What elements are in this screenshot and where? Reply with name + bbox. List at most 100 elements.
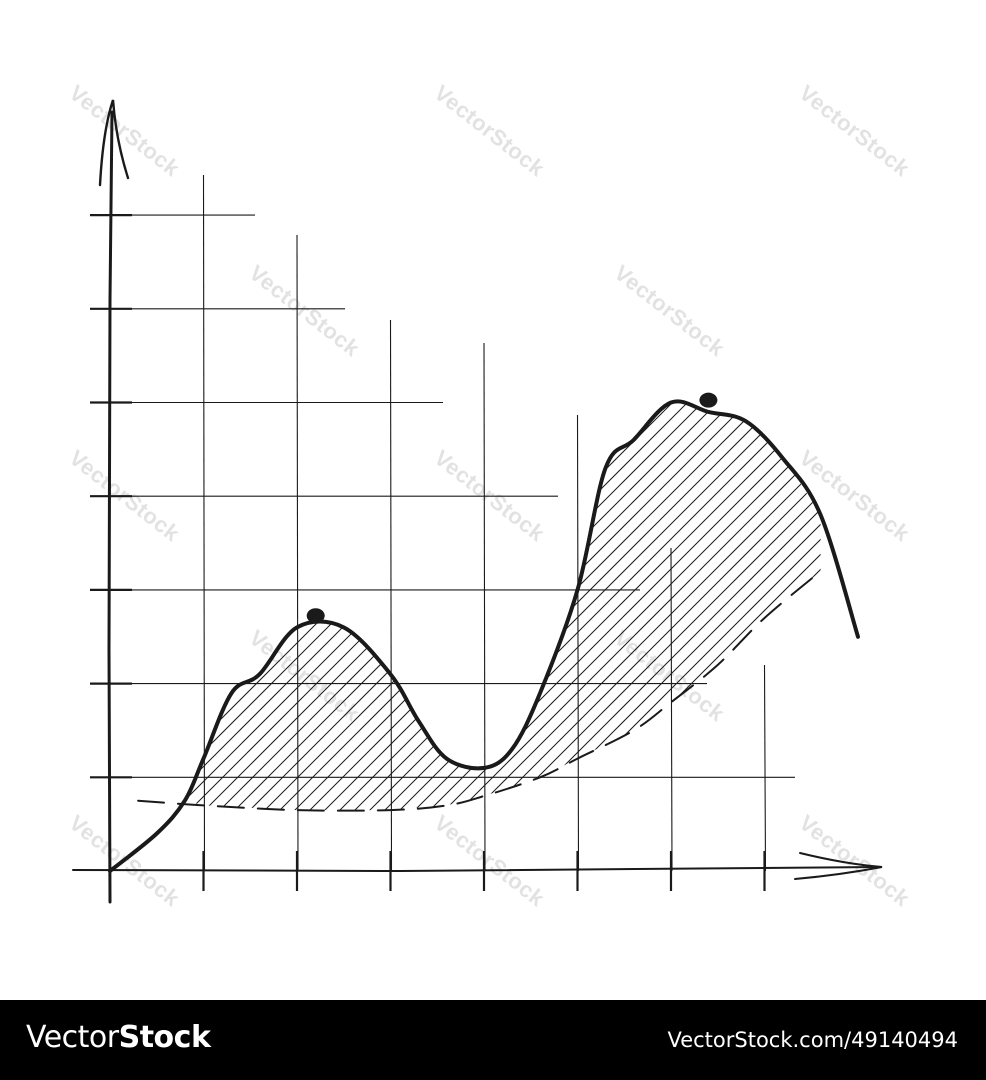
peak-marker bbox=[699, 392, 718, 408]
hatch-line bbox=[184, 401, 656, 811]
hatch-line bbox=[794, 401, 821, 811]
y-axis-line bbox=[107, 110, 114, 904]
grid-line-vertical bbox=[576, 414, 580, 872]
hatch-line bbox=[614, 401, 821, 811]
hatch-line bbox=[900, 360, 986, 880]
hatch-line bbox=[464, 401, 821, 811]
hatch-line bbox=[184, 401, 566, 811]
hatch-line bbox=[0, 360, 70, 880]
illustration-canvas: VectorStock VectorStock VectorStock VectorS… bbox=[0, 80, 986, 912]
hatch-line bbox=[404, 401, 821, 811]
hatch-line bbox=[855, 360, 986, 880]
hatch-line bbox=[0, 360, 85, 880]
hatch-line bbox=[674, 401, 821, 811]
hatch-line bbox=[0, 360, 100, 880]
series-group bbox=[108, 399, 860, 873]
hatch-line bbox=[764, 401, 821, 811]
hatch-line bbox=[840, 360, 986, 880]
hatch-line bbox=[975, 360, 986, 880]
hatch-line bbox=[0, 360, 145, 880]
y-axis-arrow bbox=[98, 99, 130, 187]
grid-line-vertical bbox=[296, 234, 299, 872]
hatch-line bbox=[269, 401, 791, 811]
hatch-line bbox=[704, 401, 821, 811]
hatch-line bbox=[184, 401, 686, 811]
hatch-line bbox=[0, 360, 160, 880]
hatch-line bbox=[184, 401, 536, 811]
hatch-line bbox=[419, 401, 821, 811]
hatch-line bbox=[184, 401, 386, 811]
hatch-line bbox=[389, 401, 821, 811]
hatch-line bbox=[825, 360, 986, 880]
hatch-line bbox=[749, 401, 821, 811]
hatch-line bbox=[184, 401, 206, 811]
grid-line-vertical bbox=[670, 547, 673, 872]
hatch-line bbox=[0, 360, 10, 880]
hatch-line bbox=[960, 360, 986, 880]
hatch-line bbox=[184, 401, 266, 811]
hatch-line bbox=[809, 401, 821, 811]
hatch-line bbox=[209, 401, 731, 811]
hatch-line bbox=[569, 401, 821, 811]
hatch-line bbox=[329, 401, 821, 811]
grid-line-vertical bbox=[389, 319, 393, 872]
hatch-line bbox=[509, 401, 821, 811]
hatch-line bbox=[184, 401, 641, 811]
hatch-line bbox=[184, 401, 611, 811]
markers-group bbox=[306, 392, 718, 624]
hatch-line bbox=[184, 401, 356, 811]
main-curve-line bbox=[108, 399, 860, 873]
hatch-line bbox=[779, 401, 821, 811]
hatch-line bbox=[870, 360, 986, 880]
hatch-line bbox=[184, 401, 491, 811]
peak-marker bbox=[306, 608, 325, 624]
lower-bound-dashed-line bbox=[137, 570, 822, 812]
footer-bar: VectorStock VectorStock.com/49140494 bbox=[0, 1000, 986, 1080]
hatch-line bbox=[184, 401, 701, 811]
hatch-line bbox=[584, 401, 821, 811]
hatch-line bbox=[915, 360, 986, 880]
hatch-line bbox=[449, 401, 821, 811]
hatch-line bbox=[734, 401, 821, 811]
brand-logo: VectorStock bbox=[26, 1020, 211, 1055]
hatch-line bbox=[184, 401, 476, 811]
hatch-line bbox=[629, 401, 821, 811]
hatch-line bbox=[359, 401, 821, 811]
hatch-line bbox=[659, 401, 821, 811]
hatch-line bbox=[184, 401, 521, 811]
hatch-line bbox=[314, 401, 821, 811]
hatch-line bbox=[0, 360, 25, 880]
sketch-line-chart bbox=[0, 99, 986, 904]
grid bbox=[90, 174, 795, 891]
hatch-line bbox=[885, 360, 986, 880]
hatch-line bbox=[284, 401, 806, 811]
x-axis-line bbox=[72, 866, 881, 873]
hatch-line bbox=[184, 401, 401, 811]
hatch-line bbox=[434, 401, 821, 811]
grid-line-vertical bbox=[483, 342, 486, 872]
hatch-line bbox=[599, 401, 821, 811]
brand-main: Vector bbox=[26, 1020, 119, 1055]
brand-bold: Stock bbox=[118, 1020, 211, 1055]
hatch-line bbox=[479, 401, 821, 811]
axes bbox=[72, 99, 883, 904]
hatch-line bbox=[0, 360, 40, 880]
hatch-line bbox=[184, 401, 431, 811]
x-axis-arrow bbox=[794, 852, 883, 880]
hatch-line bbox=[0, 360, 115, 880]
hatch-line bbox=[0, 360, 55, 880]
hatch-line bbox=[945, 360, 986, 880]
hatch-line bbox=[344, 401, 821, 811]
hatch-line bbox=[184, 401, 416, 811]
hatch-line bbox=[689, 401, 821, 811]
hatch-line bbox=[184, 401, 281, 811]
grid-line-vertical bbox=[763, 664, 767, 872]
hatch-line bbox=[644, 401, 821, 811]
hatch-line bbox=[184, 401, 506, 811]
hatch-line bbox=[184, 401, 671, 811]
hatch-line bbox=[254, 401, 776, 811]
image-id: VectorStock.com/49140494 bbox=[667, 1028, 958, 1052]
hatch-line bbox=[930, 360, 986, 880]
hatch-line bbox=[184, 401, 341, 811]
hatch-line bbox=[299, 401, 821, 811]
